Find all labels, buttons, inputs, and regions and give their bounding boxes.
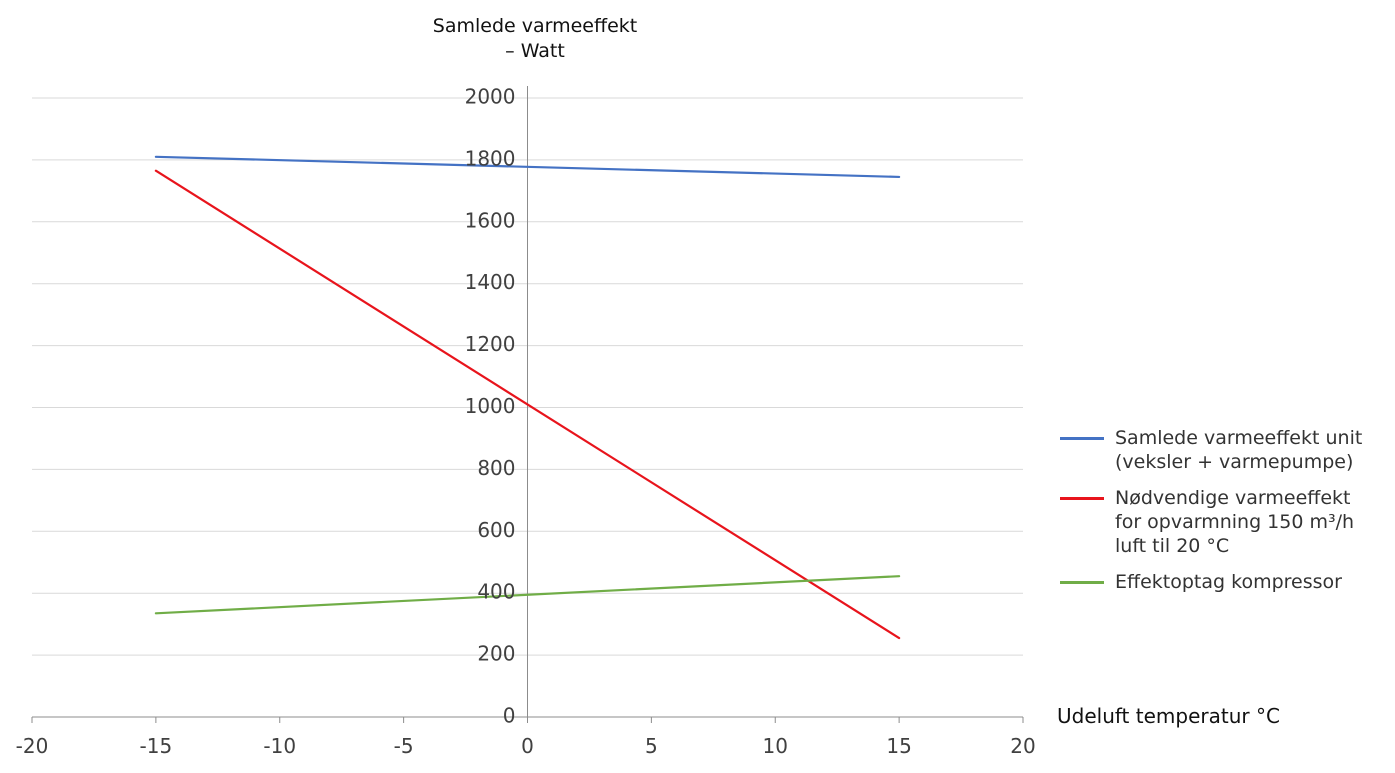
- y-tick-label-1400: 1400: [465, 270, 516, 294]
- x-tick-label--5: -5: [394, 734, 414, 758]
- x-tick-label-20: 20: [1010, 734, 1035, 758]
- series-lines: [154, 155, 901, 640]
- axes: [31, 86, 1024, 723]
- x-axis-title: Udeluft temperatur °C: [1057, 704, 1280, 728]
- y-tick-label-1600: 1600: [465, 208, 516, 232]
- series-line-1: [154, 169, 901, 640]
- y-axis-title: Samlede varmeeffekt – Watt: [355, 14, 715, 64]
- legend-swatch-compressor: [1060, 581, 1104, 584]
- x-tick-label-15: 15: [886, 734, 911, 758]
- legend-label-required-heat: Nødvendige varmeeffekt for opvarmning 15…: [1115, 487, 1355, 557]
- y-tick-label-200: 200: [477, 642, 515, 666]
- y-tick-label-0: 0: [503, 704, 516, 728]
- y-tick-label-2000: 2000: [465, 85, 516, 109]
- x-tick-label--15: -15: [140, 734, 173, 758]
- legend-item-total-heat: Samlede varmeeffekt unit (veksler + varm…: [1060, 426, 1395, 474]
- x-tick-label-5: 5: [645, 734, 658, 758]
- y-tick-labels: 0 200 400 600 800 1000 1200 1400 1600 1800 2000: [465, 85, 516, 728]
- y-axis-title-line1: Samlede varmeeffekt: [432, 15, 638, 37]
- legend-swatch-required-heat: [1060, 497, 1104, 500]
- y-tick-label-1000: 1000: [465, 394, 516, 418]
- y-tick-label-600: 600: [477, 518, 515, 542]
- x-tick-label-0: 0: [521, 734, 534, 758]
- y-tick-label-400: 400: [477, 580, 515, 604]
- x-tick-labels: -20 -15 -10 -5 0 5 10 15 20: [16, 734, 1036, 758]
- legend-item-required-heat: Nødvendige varmeeffekt for opvarmning 15…: [1060, 486, 1395, 558]
- y-tick-label-1800: 1800: [465, 146, 516, 170]
- y-axis-title-line2: – Watt: [505, 40, 565, 62]
- legend-swatch-total-heat: [1060, 437, 1104, 440]
- y-tick-label-1200: 1200: [465, 332, 516, 356]
- legend-item-compressor: Effektoptag kompressor: [1060, 570, 1395, 594]
- legend-label-compressor: Effektoptag kompressor: [1115, 571, 1342, 593]
- series-line-2: [154, 575, 901, 615]
- series-line-0: [154, 155, 901, 179]
- x-tick-label-10: 10: [763, 734, 788, 758]
- legend: Samlede varmeeffekt unit (veksler + varm…: [1060, 426, 1395, 606]
- x-tick-label--20: -20: [16, 734, 49, 758]
- y-tick-label-800: 800: [477, 456, 515, 480]
- legend-label-total-heat: Samlede varmeeffekt unit (veksler + varm…: [1115, 427, 1363, 473]
- x-tick-label--10: -10: [263, 734, 296, 758]
